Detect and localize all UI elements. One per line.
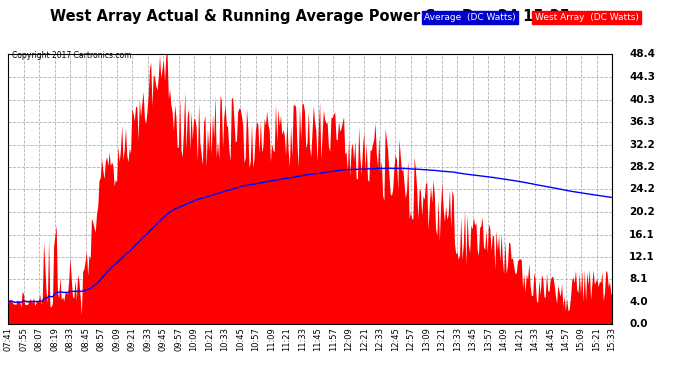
Text: 08:19: 08:19: [50, 327, 59, 351]
Text: 09:21: 09:21: [128, 327, 137, 351]
Text: 13:57: 13:57: [484, 327, 493, 351]
Text: 09:09: 09:09: [112, 327, 121, 351]
Text: 36.3: 36.3: [629, 117, 655, 127]
Text: 14:57: 14:57: [561, 327, 570, 351]
Text: 07:55: 07:55: [19, 327, 28, 351]
Text: 12.1: 12.1: [629, 252, 655, 262]
Text: 12:21: 12:21: [360, 327, 369, 351]
Text: 16.1: 16.1: [629, 230, 655, 240]
Text: 10:09: 10:09: [190, 327, 199, 351]
Text: 12:33: 12:33: [375, 327, 384, 351]
Text: 14:33: 14:33: [530, 327, 539, 351]
Text: West Array Actual & Running Average Power Sun Dec 24 15:35: West Array Actual & Running Average Powe…: [50, 9, 570, 24]
Text: 15:21: 15:21: [592, 327, 601, 351]
Text: 08:57: 08:57: [97, 327, 106, 351]
Text: 08:45: 08:45: [81, 327, 90, 351]
Text: 24.2: 24.2: [629, 184, 655, 194]
Text: 09:45: 09:45: [159, 327, 168, 351]
Text: 07:41: 07:41: [3, 327, 13, 351]
Text: 10:33: 10:33: [221, 327, 230, 351]
Text: 08:07: 08:07: [34, 327, 43, 351]
Text: 09:57: 09:57: [174, 327, 183, 351]
Text: 20.2: 20.2: [629, 207, 655, 217]
Text: 15:33: 15:33: [607, 327, 617, 351]
Text: 10:21: 10:21: [205, 327, 214, 351]
Text: 15:09: 15:09: [577, 327, 586, 351]
Text: 13:21: 13:21: [437, 327, 446, 351]
Text: 32.2: 32.2: [629, 140, 655, 150]
Text: 13:45: 13:45: [469, 327, 477, 351]
Text: 11:33: 11:33: [298, 327, 307, 351]
Text: 08:33: 08:33: [66, 327, 75, 351]
Text: 14:45: 14:45: [546, 327, 555, 351]
Text: 14:21: 14:21: [515, 327, 524, 351]
Text: 11:57: 11:57: [329, 327, 338, 351]
Text: 13:33: 13:33: [453, 327, 462, 351]
Text: 14:09: 14:09: [499, 327, 508, 351]
Text: 09:33: 09:33: [143, 327, 152, 351]
Text: 44.3: 44.3: [629, 72, 655, 82]
Text: 28.2: 28.2: [629, 162, 655, 172]
Text: 11:09: 11:09: [267, 327, 276, 351]
Text: 11:21: 11:21: [282, 327, 291, 351]
Text: Copyright 2017 Cartronics.com: Copyright 2017 Cartronics.com: [12, 51, 131, 60]
Text: 0.0: 0.0: [629, 320, 648, 329]
Text: 12:45: 12:45: [391, 327, 400, 351]
Text: 12:09: 12:09: [344, 327, 353, 351]
Text: 10:57: 10:57: [251, 327, 260, 351]
Text: West Array  (DC Watts): West Array (DC Watts): [535, 13, 639, 22]
Text: 48.4: 48.4: [629, 50, 655, 59]
Text: 4.0: 4.0: [629, 297, 648, 307]
Text: 13:09: 13:09: [422, 327, 431, 351]
Text: 11:45: 11:45: [313, 327, 322, 351]
Text: 40.3: 40.3: [629, 94, 655, 105]
Text: Average  (DC Watts): Average (DC Watts): [424, 13, 516, 22]
Text: 8.1: 8.1: [629, 274, 648, 284]
Text: 12:57: 12:57: [406, 327, 415, 351]
Text: 10:45: 10:45: [236, 327, 245, 351]
